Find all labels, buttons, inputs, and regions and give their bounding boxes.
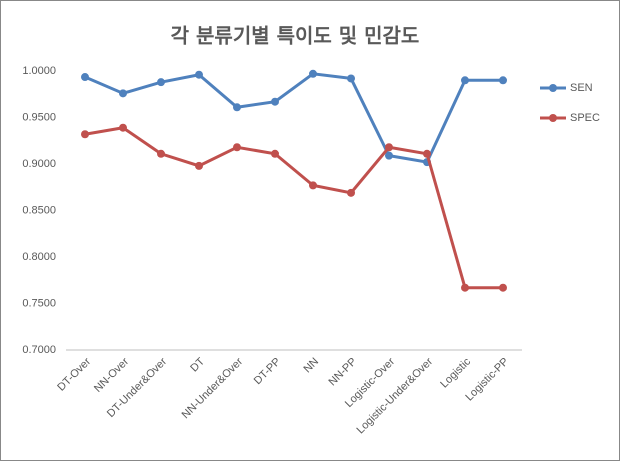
data-point: [309, 69, 317, 78]
data-point: [271, 97, 279, 106]
data-point: [385, 143, 393, 152]
data-point: [195, 70, 203, 79]
legend-label: SPEC: [570, 112, 600, 124]
y-tick-label: 1.0000: [22, 65, 56, 77]
y-tick-label: 0.7500: [22, 297, 56, 309]
chart-title: 각 분류기별 특이도 및 민감도: [171, 24, 420, 48]
y-tick-label: 0.9500: [22, 111, 56, 123]
series-line: [84, 72, 503, 164]
data-point: [119, 123, 127, 132]
data-point: [499, 76, 507, 85]
legend-marker: [549, 114, 557, 122]
data-point: [157, 78, 165, 87]
y-tick-label: 0.8000: [22, 251, 56, 263]
y-tick-label: 0.8500: [22, 204, 56, 216]
data-point: [233, 103, 241, 112]
data-point: [347, 188, 355, 197]
data-point: [271, 149, 279, 158]
y-tick-label: 0.7000: [22, 344, 56, 356]
data-point: [119, 89, 127, 98]
data-point: [499, 283, 507, 292]
data-point: [157, 149, 165, 158]
data-point: [233, 143, 241, 152]
data-point: [195, 161, 203, 170]
data-point: [81, 130, 89, 139]
data-point: [81, 73, 89, 82]
data-point: [309, 181, 317, 190]
series-line: [84, 126, 503, 290]
data-point: [461, 76, 469, 85]
data-point: [347, 74, 355, 83]
data-point: [423, 149, 431, 158]
legend-label: SEN: [570, 82, 593, 94]
data-point: [385, 151, 393, 160]
legend-marker: [549, 84, 557, 92]
y-tick-label: 0.9000: [22, 158, 56, 170]
data-point: [461, 283, 469, 292]
